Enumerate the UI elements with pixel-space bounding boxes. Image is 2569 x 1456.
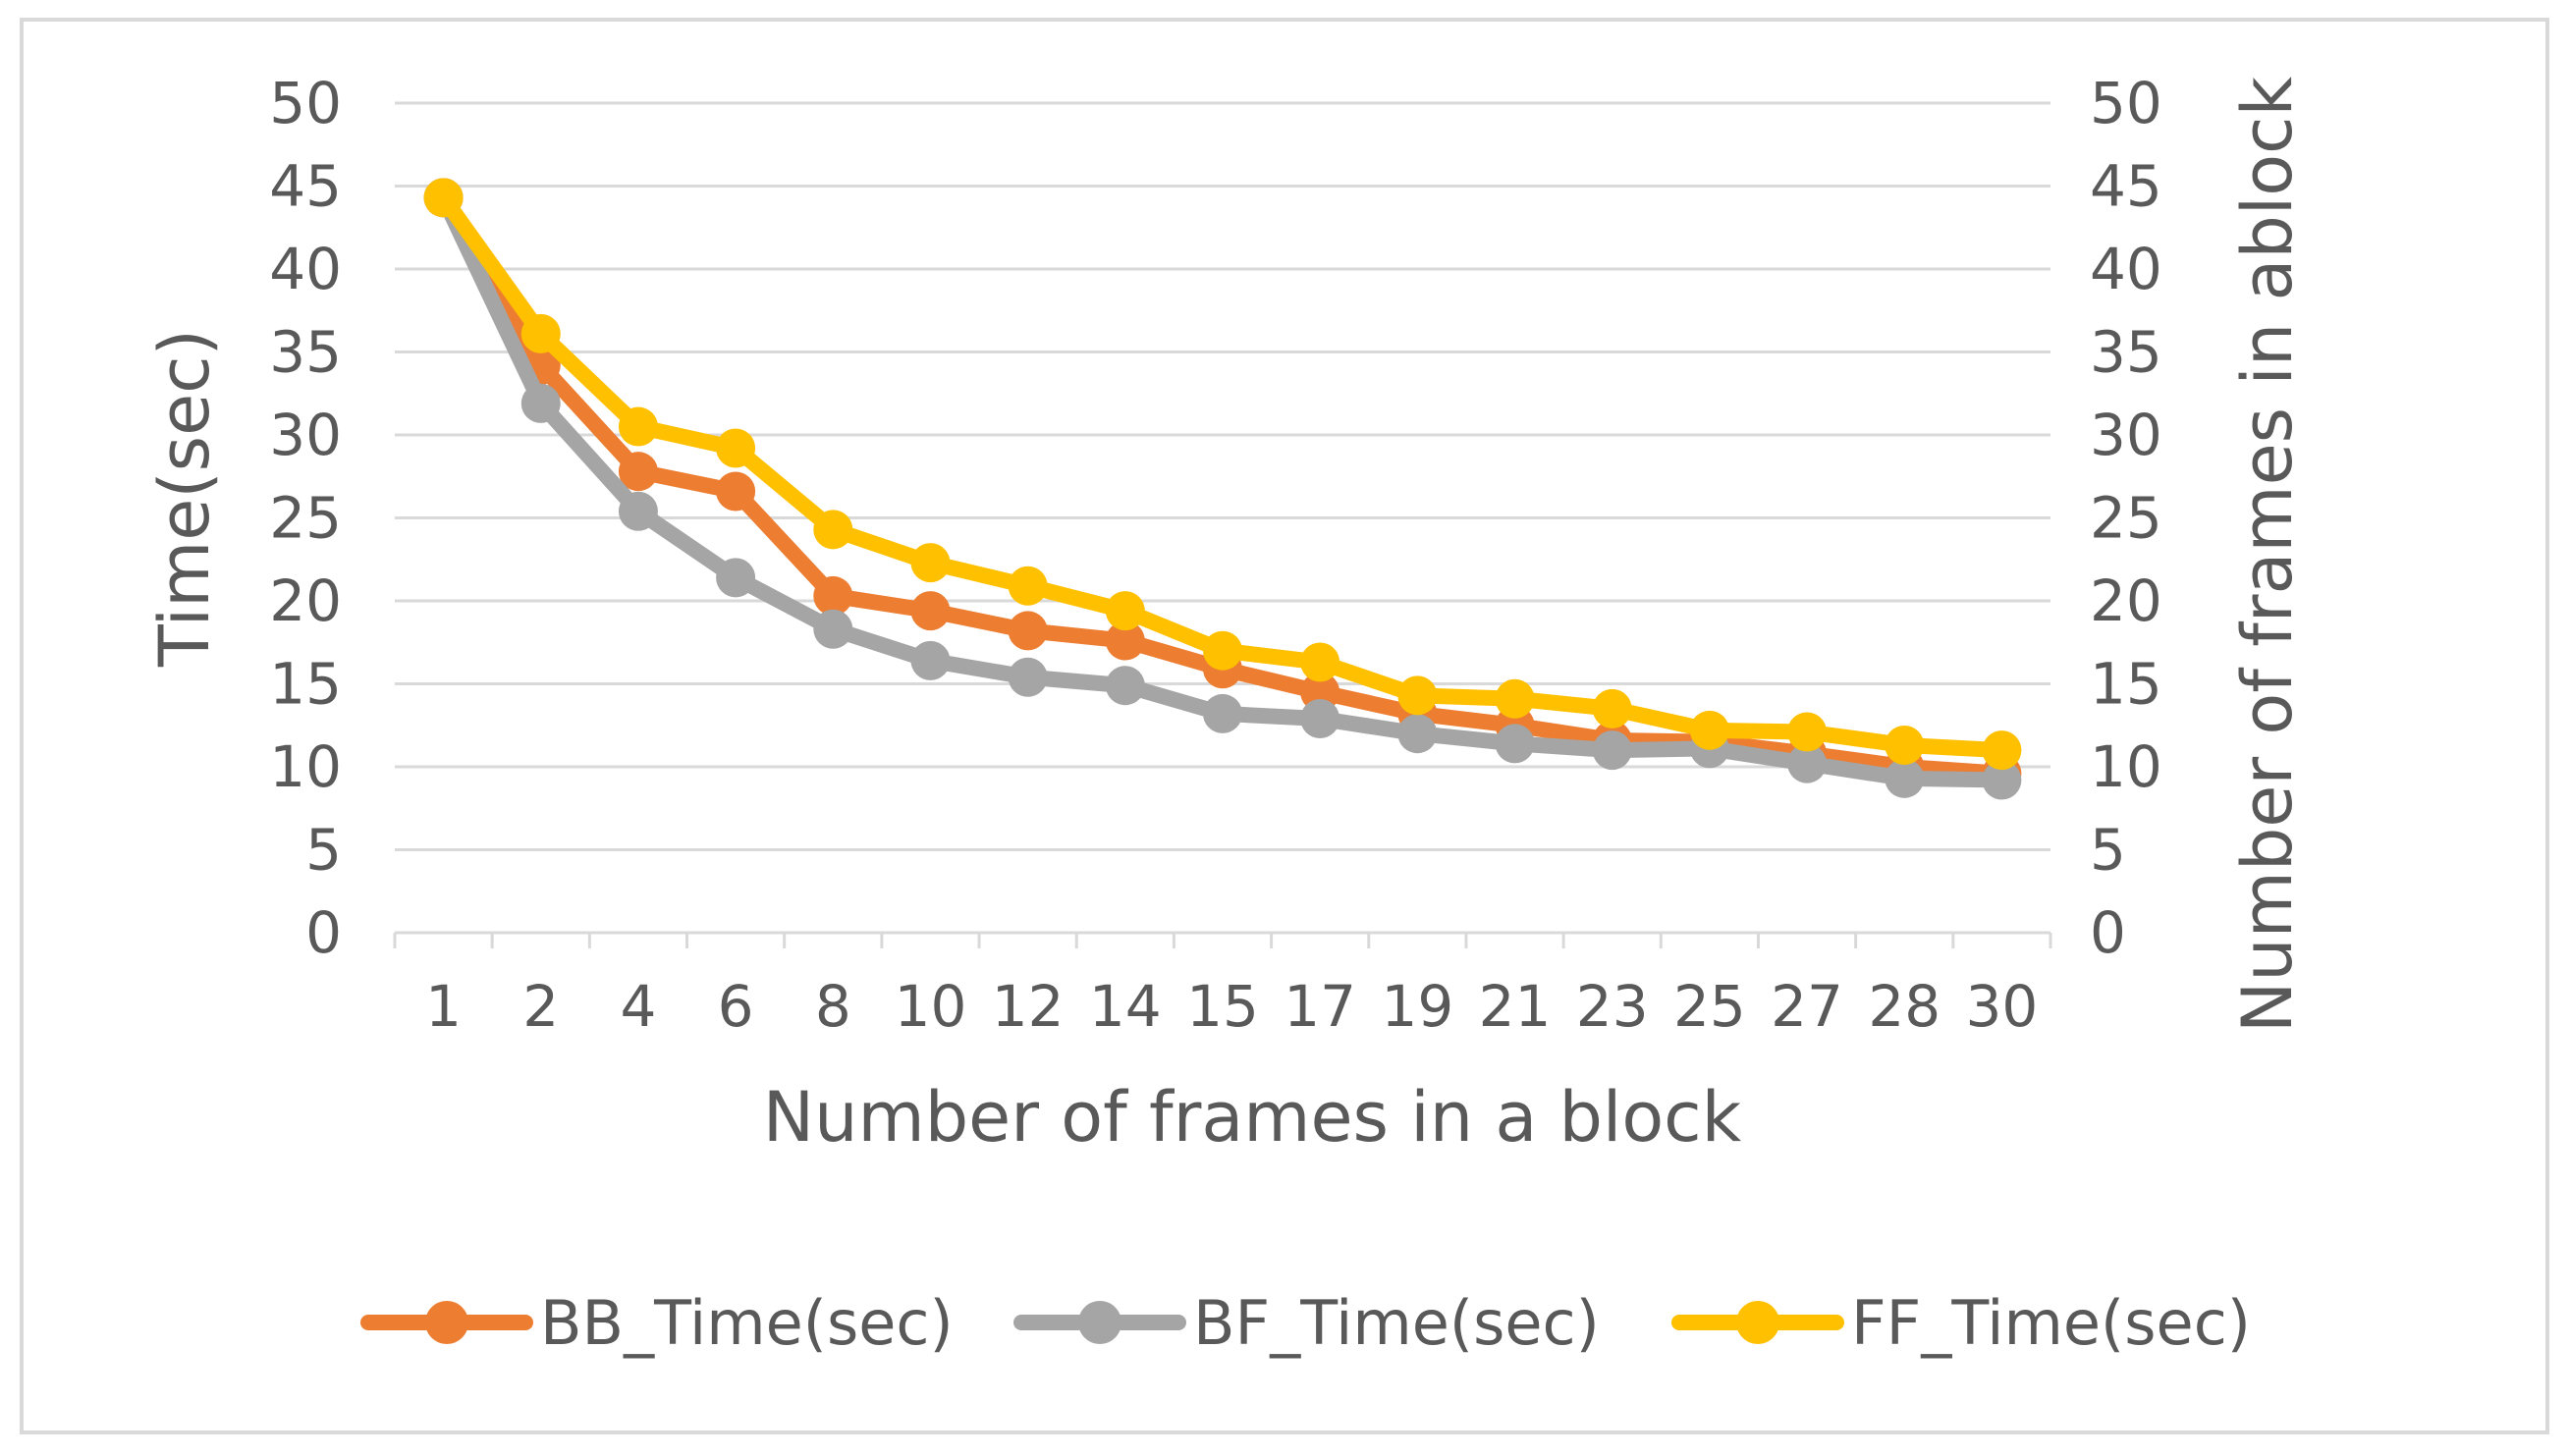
- data-point: [520, 383, 561, 423]
- y2-tick-label: 0: [2090, 899, 2126, 966]
- x-tick-label: 6: [718, 973, 754, 1040]
- x-tick-label: 28: [1868, 973, 1940, 1040]
- y2-tick-label: 20: [2090, 567, 2162, 634]
- legend-swatch-marker: [425, 1301, 468, 1344]
- data-point: [1787, 743, 1828, 783]
- y2-tick-label: 10: [2090, 733, 2162, 800]
- y-tick-label: 25: [269, 485, 342, 552]
- data-point: [1885, 726, 1925, 766]
- data-point: [1203, 693, 1242, 733]
- y-tick-label: 50: [269, 70, 342, 136]
- chart-border: [20, 18, 2549, 1434]
- data-point: [813, 609, 853, 649]
- x-tick-label: 30: [1966, 973, 2039, 1040]
- data-point: [1203, 630, 1242, 671]
- y2-tick-label: 25: [2090, 485, 2162, 552]
- data-point: [423, 178, 464, 218]
- y-tick-label: 40: [269, 236, 342, 302]
- data-point: [618, 406, 658, 447]
- data-point: [1982, 730, 2022, 771]
- data-point: [1008, 566, 1048, 606]
- data-point: [1008, 611, 1048, 651]
- series-3: [423, 178, 2022, 771]
- x-tick-label: 25: [1673, 973, 1746, 1040]
- legend-item: BF_Time(sec): [1013, 1287, 1600, 1359]
- data-point: [1397, 714, 1438, 754]
- data-point: [1495, 724, 1535, 764]
- data-point: [910, 591, 951, 631]
- data-point: [910, 543, 951, 583]
- legend-swatch-marker: [1078, 1301, 1121, 1344]
- y-tick-label: 20: [269, 567, 342, 634]
- y2-tick-label: 5: [2090, 817, 2126, 884]
- x-tick-label: 8: [815, 973, 851, 1040]
- x-tick-label: 12: [992, 973, 1065, 1040]
- data-point: [1105, 666, 1145, 706]
- data-point: [910, 640, 951, 680]
- legend-label: BB_Time(sec): [540, 1287, 954, 1359]
- data-point: [618, 491, 658, 531]
- legend-label: BF_Time(sec): [1193, 1287, 1600, 1359]
- y-tick-label: 10: [269, 733, 342, 800]
- y-axis-left: 0 5 10 15 20 25 30 35 40 45 50: [269, 70, 342, 966]
- y-tick-label: 30: [269, 402, 342, 468]
- data-point: [1982, 760, 2022, 800]
- data-point: [1300, 698, 1340, 738]
- x-tick-label: 19: [1381, 973, 1453, 1040]
- legend-item: FF_Time(sec): [1671, 1287, 2251, 1359]
- legend-swatch-marker: [1736, 1301, 1779, 1344]
- x-tick-label: 23: [1576, 973, 1649, 1040]
- x-axis-title: Number of frames in a block: [763, 1077, 1742, 1158]
- data-point: [1689, 710, 1729, 750]
- data-point: [520, 313, 561, 353]
- data-point: [1105, 591, 1145, 631]
- x-tick-label: 10: [895, 973, 967, 1040]
- data-point: [1008, 657, 1048, 697]
- legend-item: BB_Time(sec): [360, 1287, 954, 1359]
- x-tick-label: 2: [522, 973, 559, 1040]
- data-point: [813, 510, 853, 550]
- y2-tick-label: 35: [2090, 319, 2162, 386]
- series-group: [423, 178, 2022, 800]
- data-point: [1397, 675, 1438, 716]
- data-point: [1495, 678, 1535, 719]
- y-tick-label: 15: [269, 651, 342, 718]
- data-point: [716, 471, 756, 512]
- y-tick-label: 0: [305, 899, 342, 966]
- x-axis: 1 2 4 6 8 10 12 14 15 17 19 21 23 25 27 28 30: [393, 931, 2052, 1040]
- data-point: [1787, 712, 1828, 752]
- data-point: [1592, 730, 1632, 771]
- y-axis-title: Time(sec): [144, 329, 225, 668]
- y2-axis-title: Number of frames in ablock: [2227, 76, 2308, 1033]
- legend: BB_Time(sec) BF_Time(sec) FF_Time(sec): [360, 1287, 2251, 1359]
- data-point: [1300, 642, 1340, 682]
- y2-tick-label: 15: [2090, 651, 2162, 718]
- y-tick-label: 45: [269, 153, 342, 220]
- y-tick-label: 5: [305, 817, 342, 884]
- y2-tick-label: 45: [2090, 153, 2162, 220]
- legend-label: FF_Time(sec): [1851, 1287, 2251, 1359]
- data-point: [1105, 620, 1145, 661]
- x-tick-label: 1: [425, 973, 462, 1040]
- x-tick-label: 27: [1771, 973, 1843, 1040]
- y2-tick-label: 50: [2090, 70, 2162, 136]
- y-tick-label: 35: [269, 319, 342, 386]
- data-point: [1885, 758, 1925, 798]
- data-point: [813, 575, 853, 616]
- y2-tick-label: 40: [2090, 236, 2162, 302]
- y2-tick-label: 30: [2090, 402, 2162, 468]
- x-tick-label: 4: [620, 973, 656, 1040]
- data-point: [618, 452, 658, 492]
- y-axis-right: 0 5 10 15 20 25 30 35 40 45 50: [2090, 70, 2162, 966]
- data-point: [716, 428, 756, 468]
- x-tick-label: 14: [1089, 973, 1162, 1040]
- data-point: [1592, 688, 1632, 728]
- x-tick-label: 21: [1479, 973, 1552, 1040]
- x-tick-label: 15: [1186, 973, 1259, 1040]
- x-tick-label: 17: [1284, 973, 1356, 1040]
- data-point: [716, 558, 756, 598]
